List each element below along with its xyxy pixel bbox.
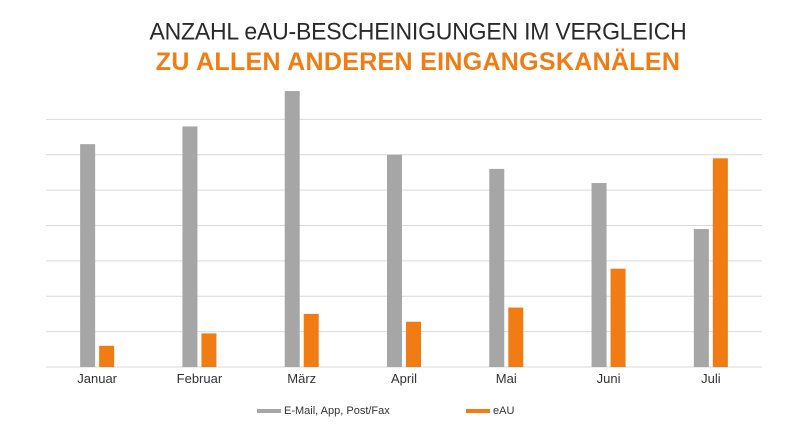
x-tick-label: Januar [77,371,117,386]
x-tick-label: Juli [701,371,721,386]
bar-email-app-post-fax [591,183,607,367]
legend-item-eau: eAU [466,405,514,417]
bar-eau [99,345,115,367]
x-tick-label: Februar [177,371,223,386]
bar-email-app-post-fax [182,126,198,367]
legend-swatch [257,409,281,413]
bar-eau [201,333,217,367]
chart-title-line-1: ANZAHL eAU-BESCHEINIGUNGEN IM VERGLEICH [149,17,687,45]
x-tick-label: Juni [597,371,621,386]
bar-email-app-post-fax [489,168,505,367]
legend: E-Mail, App, Post/Fax eAU [257,405,514,417]
bars [80,91,728,367]
x-axis-labels: Januar Februar März April Mai Juni Juli [77,371,720,386]
bar-eau [712,158,728,367]
bar-eau [610,268,626,367]
x-tick-label: März [287,371,316,386]
legend-label: eAU [493,405,514,417]
chart-title-line-2: ZU ALLEN ANDEREN EINGANGSKANÄLEN [155,48,681,76]
legend-item-email-app-post-fax: E-Mail, App, Post/Fax [257,405,390,417]
gridlines [46,118,762,368]
bar-eau [508,307,524,367]
x-tick-label: April [391,371,417,386]
bar-email-app-post-fax [284,91,300,367]
x-tick-label: Mai [496,371,517,386]
bar-email-app-post-fax [387,154,402,367]
bar-email-app-post-fax [693,229,709,367]
legend-swatch [466,409,490,413]
legend-label: E-Mail, App, Post/Fax [284,405,390,417]
bar-email-app-post-fax [80,144,96,367]
bar-eau [303,313,319,367]
bar-eau [406,321,421,367]
